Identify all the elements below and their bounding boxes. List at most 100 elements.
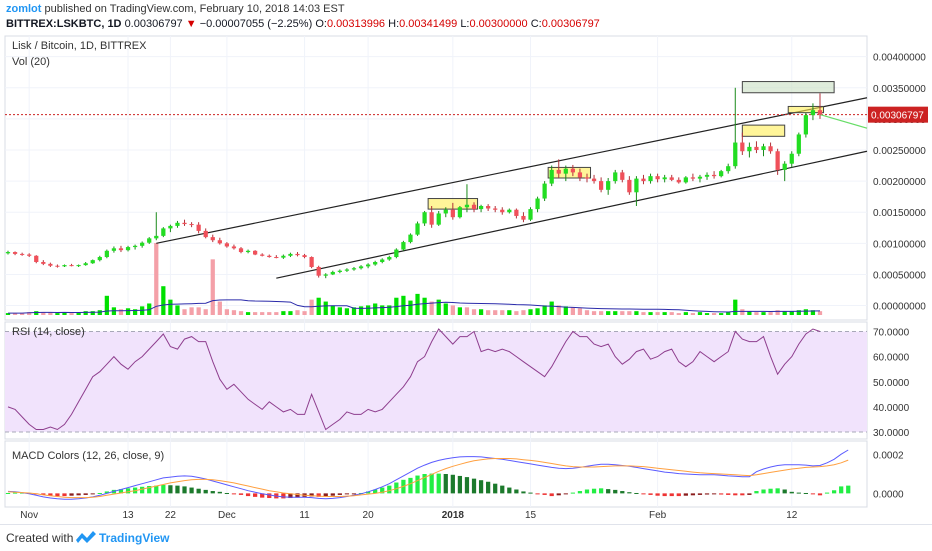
candle-body [41, 262, 46, 264]
candle-body [733, 142, 738, 167]
volume-bar [584, 310, 590, 315]
volume-bar [27, 312, 32, 315]
candle-body [528, 209, 533, 220]
volume-bar [267, 312, 272, 315]
high-value: 0.00341499 [399, 18, 458, 30]
macd-histogram-bar [521, 491, 526, 494]
price-tick-label: 0.00000000 [873, 302, 926, 313]
candle-body [111, 248, 117, 251]
volume-bar [450, 305, 455, 315]
rsi-band [5, 331, 867, 433]
volume-bar [380, 305, 385, 315]
candle-body [415, 223, 420, 235]
macd-histogram-bar [478, 480, 484, 494]
macd-histogram-bar [450, 474, 455, 494]
macd-histogram-bar [528, 492, 533, 494]
candle-body [690, 177, 696, 179]
candle-body [5, 252, 11, 254]
macd-histogram-bar [733, 493, 738, 496]
close-value: 0.00306797 [541, 18, 600, 30]
macd-histogram-bar [175, 485, 180, 494]
macd-histogram-bar [683, 493, 688, 496]
macd-histogram-bar [422, 474, 427, 494]
candle-body [295, 253, 300, 256]
macd-histogram-bar [719, 493, 724, 495]
time-tick-label: Nov [20, 510, 38, 521]
macd-histogram-bar [493, 483, 498, 494]
macd-histogram-bar [104, 491, 109, 494]
volume-bar [782, 311, 787, 315]
macd-histogram-bar [76, 493, 81, 496]
macd-histogram-bar [203, 489, 208, 494]
macd-histogram-bar [288, 493, 293, 499]
candle-body [591, 178, 597, 182]
candle-body [577, 172, 583, 178]
rsi-band-fill [5, 331, 867, 432]
open-label: O: [315, 18, 327, 30]
rsi-line [7, 328, 821, 431]
volume-bar [210, 259, 215, 315]
macd-histogram-bar [563, 493, 568, 495]
upper-channel-line [156, 97, 868, 244]
macd-histogram-bar [295, 493, 300, 498]
rsi-tick-label: 70.0000 [873, 328, 910, 339]
macd-histogram-bar [641, 493, 646, 495]
tradingview-brand[interactable]: TradingView [99, 531, 170, 545]
volume-bar [5, 313, 11, 315]
candle-body [358, 266, 364, 269]
macd-histogram-bar [443, 474, 448, 494]
macd-histogram-bar [323, 493, 328, 497]
change-value: −0.00007055 (−2.25%) [199, 18, 313, 30]
candle-body [570, 168, 575, 173]
time-tick-label: 11 [299, 510, 310, 521]
volume-bar [302, 311, 307, 315]
low-value: 0.00300000 [469, 18, 528, 30]
candle-body [274, 257, 279, 259]
last-price-tag [868, 106, 928, 123]
candle-body [76, 265, 81, 267]
candle-body [69, 265, 74, 267]
candle-body [457, 207, 463, 218]
chart-canvas[interactable]: 0.004000000.003500000.003000000.00250000… [0, 34, 932, 524]
volume-bar [55, 313, 60, 315]
macd-tick-label: 0.0000 [873, 489, 904, 500]
volume-bar [570, 307, 575, 315]
volume-bar [443, 303, 448, 315]
candle-body [408, 234, 413, 243]
rsi-plot [7, 328, 821, 431]
candle-body [302, 255, 307, 258]
macd-histogram-bar [740, 493, 745, 496]
candle-body [20, 253, 25, 255]
time-tick-label: 15 [525, 510, 537, 521]
volume-bar [217, 301, 222, 315]
published-text: published on TradingView.com, February 1… [44, 3, 345, 15]
candle-body [401, 242, 406, 250]
candle-body [309, 257, 314, 267]
volume-label: Vol (20) [12, 56, 50, 68]
author-link[interactable]: zomlot [6, 3, 42, 15]
macd-histogram-bar [486, 481, 491, 494]
open-value: 0.00313996 [326, 18, 386, 30]
volume-bar [62, 312, 67, 315]
volume-bar [711, 313, 717, 315]
macd-histogram-bar [351, 493, 357, 495]
volume-bar [161, 286, 166, 315]
candle-body [747, 146, 752, 152]
macd-histogram-bar [782, 489, 787, 494]
volume-bar [288, 311, 293, 315]
volume-bar [641, 312, 646, 315]
macd-histogram-bar [662, 493, 667, 497]
candle-body [147, 238, 152, 243]
macd-histogram-bar [118, 489, 124, 494]
candle-body [83, 263, 88, 266]
macd-histogram-bar [267, 493, 272, 499]
volume-bar [613, 311, 618, 315]
volume-bar [41, 312, 46, 315]
volume-bar [358, 306, 364, 315]
candle-body [669, 177, 674, 180]
macd-label: MACD Colors (12, 26, close, 9) [12, 450, 164, 462]
macd-histogram-bar [316, 493, 321, 497]
projection-line [819, 113, 868, 129]
volume-bar [34, 311, 39, 315]
macd-histogram-bar [457, 475, 463, 494]
